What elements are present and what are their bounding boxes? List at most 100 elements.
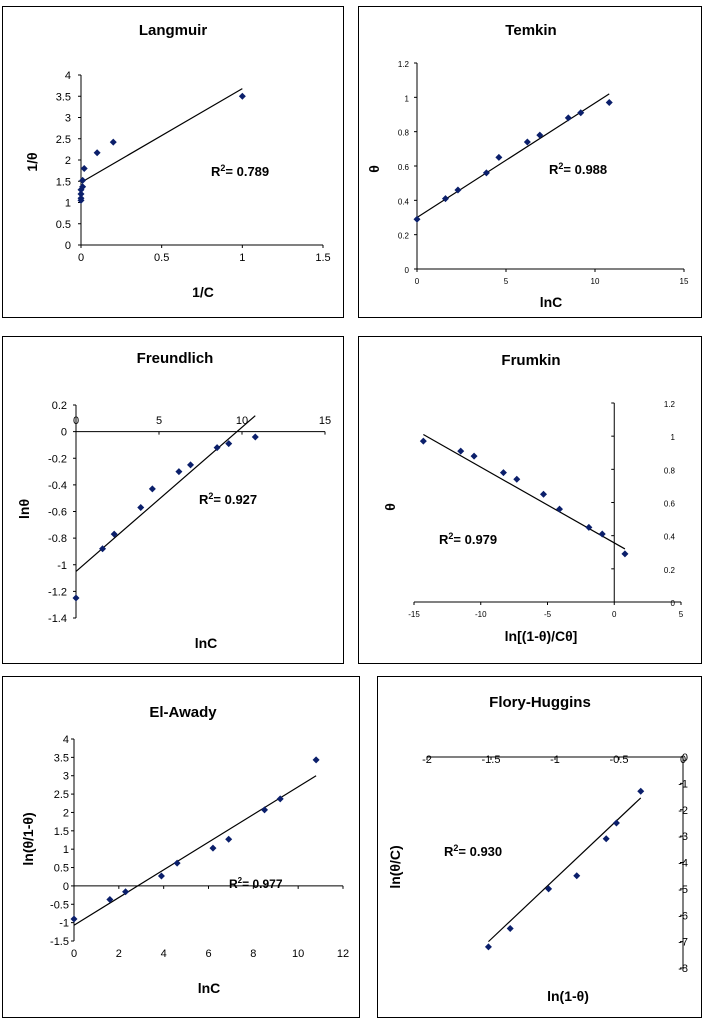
y-tick-label: 0.8 (664, 466, 676, 475)
data-point (251, 433, 259, 441)
y-tick-label: -1.2 (48, 586, 67, 598)
chart-panel-freundlich: Freundlich lnθ lnC R2= 0.927 0 5 10 15 -1.4 -… (2, 336, 344, 664)
data-point (72, 594, 80, 602)
chart-title: Frumkin (501, 352, 560, 369)
data-point (175, 468, 183, 476)
data-point (122, 888, 130, 896)
y-tick-label: -6 (678, 910, 688, 922)
y-tick-label: 0.8 (398, 129, 410, 138)
x-tick-label: 8 (250, 948, 256, 960)
x-tick-label: -0.5 (610, 754, 629, 766)
chart-panel-flory-huggins: Flory-Huggins ln(θ/C) ln(1-θ) R2= 0.930 … (377, 676, 702, 1018)
x-axis-label: lnC (540, 294, 563, 310)
data-point (506, 924, 514, 932)
chart-panel-langmuir: Langmuir 1/θ 1/C R2= 0.789 0 0.5 1 1.5 0 0.5 1… (2, 6, 344, 318)
y-tick-label: -1.4 (48, 613, 67, 625)
data-point (523, 138, 531, 146)
data-point (598, 530, 606, 538)
chart-title: Langmuir (139, 22, 207, 39)
trendline (423, 433, 626, 550)
y-tick-label: -5 (678, 884, 688, 896)
x-axis-label: ln[(1-θ)/Cθ] (505, 628, 578, 644)
y-tick-label: -1 (57, 560, 67, 572)
data-point (484, 943, 492, 951)
y-tick-label: 0.2 (398, 232, 410, 241)
y-tick-label: 0.6 (664, 500, 676, 509)
y-axis-label: ln(θ/1-θ) (20, 812, 36, 865)
data-point (602, 835, 610, 843)
trendline (80, 88, 243, 184)
y-tick-label: -2 (678, 805, 688, 817)
x-tick-label: 0 (612, 610, 617, 619)
chart-freundlich: Freundlich lnθ lnC R2= 0.927 0 5 10 15 -1.4 -… (16, 350, 331, 651)
data-point (157, 872, 165, 880)
x-tick-label: -1.5 (482, 754, 501, 766)
y-tick-label: -0.8 (48, 533, 67, 545)
y-tick-label: 1 (63, 844, 69, 856)
data-point (457, 447, 465, 455)
x-tick-label: 1 (239, 252, 245, 264)
data-point (276, 795, 284, 803)
data-point (238, 92, 246, 100)
data-point (213, 444, 221, 452)
data-point (413, 215, 421, 223)
r-squared-label: R2= 0.930 (444, 843, 502, 859)
data-point (573, 872, 581, 880)
x-tick-label: -5 (544, 610, 552, 619)
x-tick-label: 2 (116, 948, 122, 960)
y-tick-label: -8 (678, 963, 688, 975)
y-tick-label: -3 (678, 831, 688, 843)
y-tick-label: 0 (405, 266, 410, 275)
x-tick-label: 4 (161, 948, 167, 960)
x-tick-label: 0 (78, 252, 84, 264)
x-tick-label: 5 (156, 415, 162, 427)
y-tick-label: -1 (678, 778, 688, 790)
y-tick-label: 4 (63, 734, 69, 746)
x-axis-label: 1/C (192, 284, 214, 300)
chart-panel-temkin: Temkin θ lnC R2= 0.988 0 5 10 15 0 0.2 0.4 0.6 0… (358, 6, 702, 318)
x-tick-label: 10 (236, 415, 248, 427)
data-point (261, 806, 269, 814)
x-tick-label: -10 (475, 610, 487, 619)
x-tick-label: 5 (504, 277, 509, 286)
x-axis-label: ln(1-θ) (547, 988, 589, 1004)
y-tick-label: 3 (65, 113, 71, 125)
y-tick-label: -1.5 (50, 936, 69, 948)
chart-title: Temkin (505, 22, 556, 39)
x-tick-label: 15 (680, 277, 689, 286)
data-point (556, 505, 564, 513)
data-point (79, 176, 87, 184)
data-point (187, 461, 195, 469)
y-tick-label: 0.6 (398, 163, 410, 172)
x-tick-label: 5 (679, 610, 684, 619)
data-point (577, 109, 585, 117)
data-point (99, 545, 107, 553)
data-point (109, 138, 117, 146)
y-tick-label: -7 (678, 937, 688, 949)
chart-langmuir: Langmuir 1/θ 1/C R2= 0.789 0 0.5 1 1.5 0 0.5 1… (24, 22, 331, 300)
y-tick-label: 0 (671, 599, 676, 608)
y-tick-label: 1.2 (398, 60, 410, 69)
y-tick-label: -0.6 (48, 507, 67, 519)
data-point (612, 819, 620, 827)
chart-title: El-Awady (149, 704, 217, 721)
data-point (470, 452, 478, 460)
chart-title: Flory-Huggins (489, 694, 591, 711)
y-tick-label: 0 (682, 752, 688, 764)
chart-frumkin: Frumkin θ ln[(1-θ)/Cθ] R2= 0.979 -15 -10 -… (382, 352, 684, 644)
r-squared-label: R2= 0.977 (229, 876, 283, 891)
x-tick-label: 0.5 (154, 252, 169, 264)
y-tick-label: 0.4 (664, 533, 676, 542)
x-tick-label: -2 (422, 754, 432, 766)
y-tick-label: -0.2 (48, 453, 67, 465)
x-tick-label: -15 (408, 610, 420, 619)
x-tick-label: 15 (319, 415, 331, 427)
data-point (545, 885, 553, 893)
data-point (621, 550, 629, 558)
data-point (137, 504, 145, 512)
chart-panel-frumkin: Frumkin θ ln[(1-θ)/Cθ] R2= 0.979 -15 -10 -… (358, 336, 702, 664)
data-point (499, 469, 507, 477)
data-point (106, 895, 114, 903)
y-tick-label: -1 (59, 918, 69, 930)
data-point (70, 915, 78, 923)
